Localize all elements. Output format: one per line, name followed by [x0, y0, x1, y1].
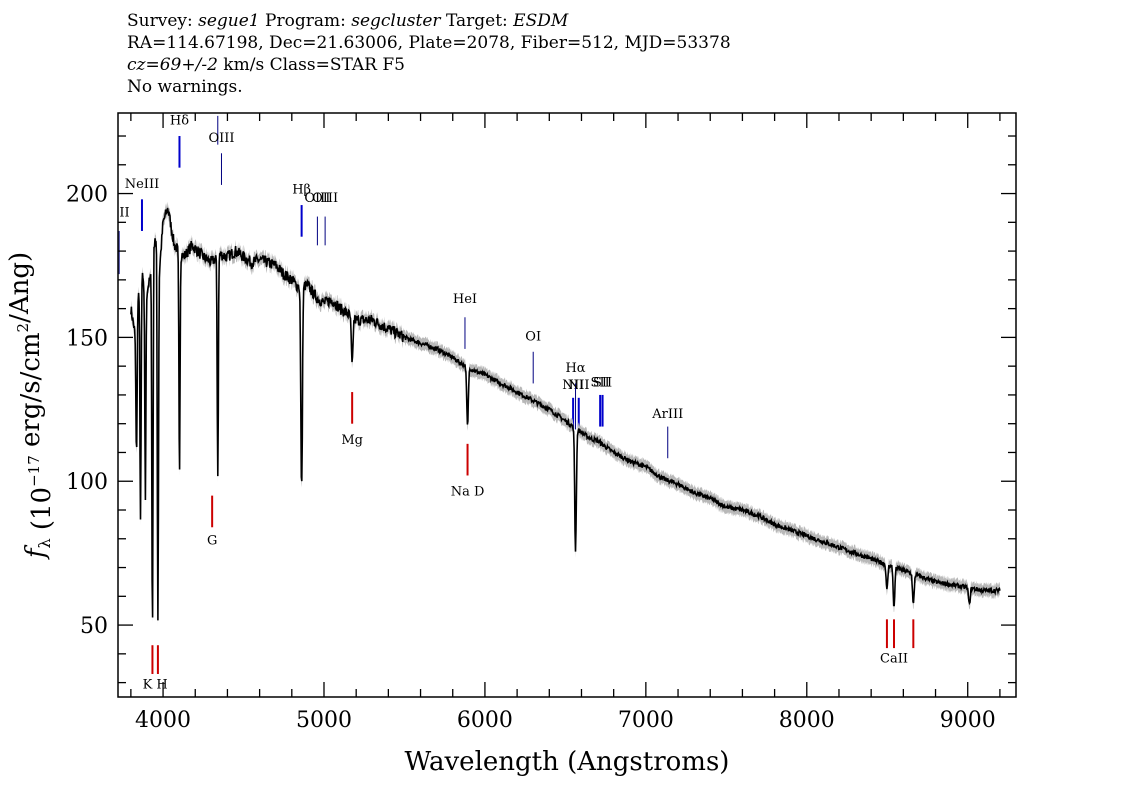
spectrum-line: [130, 207, 1001, 621]
x-tick-label: 4000: [135, 708, 191, 733]
line-label-13: SII: [591, 375, 610, 390]
header-line-3: cz=69+/-2 km/s Class=STAR F5: [127, 54, 731, 76]
line-label-18: G: [207, 534, 217, 549]
x-tick-label: 9000: [940, 708, 996, 733]
error-band-area: [130, 201, 1000, 627]
target-value: ESDM: [513, 11, 569, 31]
line-label-23: CaII: [880, 651, 908, 666]
y-tick-label: 200: [66, 183, 108, 208]
y-axis-title: fλ (10−17 erg/s/cm2/Ang): [5, 252, 57, 560]
line-label-16: Mg: [341, 433, 363, 448]
x-tick-label: 5000: [296, 708, 352, 733]
line-label-3: Hγ: [208, 93, 227, 108]
error-band: [130, 201, 1000, 627]
header-line-1: Survey: segue1 Program: segcluster Targe…: [127, 10, 731, 32]
y-tick-label: 100: [66, 470, 108, 495]
x-tick-label: 8000: [779, 708, 835, 733]
plot-frame: [117, 112, 1017, 698]
line-label-0: OII: [109, 206, 130, 221]
line-label-8: HeI: [453, 292, 477, 307]
x-tick-label: 7000: [618, 708, 674, 733]
y-tick-label: 50: [80, 614, 108, 639]
line-label-21: K H: [143, 677, 168, 692]
survey-label: Survey:: [127, 11, 193, 31]
header-line-4: No warnings.: [127, 77, 243, 97]
line-label-17: Na D: [451, 485, 485, 500]
line-label-6: OIII: [304, 191, 330, 206]
axis-titles: Wavelength (Angstroms) fλ (10−17 erg/s/cm…: [5, 252, 729, 777]
line-label-10: NII: [562, 378, 584, 393]
line-label-14: SII: [593, 375, 612, 390]
program-value: segcluster: [351, 11, 441, 31]
tick-labels: 4000 5000 6000 7000 8000 9000 50 100 150 200: [66, 183, 996, 733]
spectrum-header: Survey: segue1 Program: segcluster Targe…: [127, 10, 731, 98]
line-label-5: Hβ: [292, 183, 311, 198]
line-label-7: OIII: [312, 191, 338, 206]
class-info: km/s Class=STAR F5: [223, 55, 405, 75]
line-label-4: OIII: [208, 131, 234, 146]
line-label-11: Hα: [565, 361, 585, 376]
line-label-9: OI: [525, 329, 541, 344]
program-label: Program:: [265, 11, 346, 31]
survey-value: segue1: [198, 11, 260, 31]
target-label: Target:: [445, 11, 508, 31]
redshift-value: cz=69+/-2: [127, 55, 218, 75]
spectrum-trace: [130, 207, 1001, 621]
y-tick-label: 150: [66, 326, 108, 351]
x-axis-title: Wavelength (Angstroms): [405, 747, 730, 777]
x-tick-label: 6000: [457, 708, 513, 733]
axis-ticks: [118, 113, 1016, 697]
line-label-2: Hδ: [170, 114, 189, 129]
line-label-15: ArIII: [651, 407, 683, 422]
header-line-2: RA=114.67198, Dec=21.63006, Plate=2078, …: [127, 33, 731, 53]
line-label-1: NeIII: [125, 177, 159, 192]
line-label-12: NII: [568, 378, 590, 393]
